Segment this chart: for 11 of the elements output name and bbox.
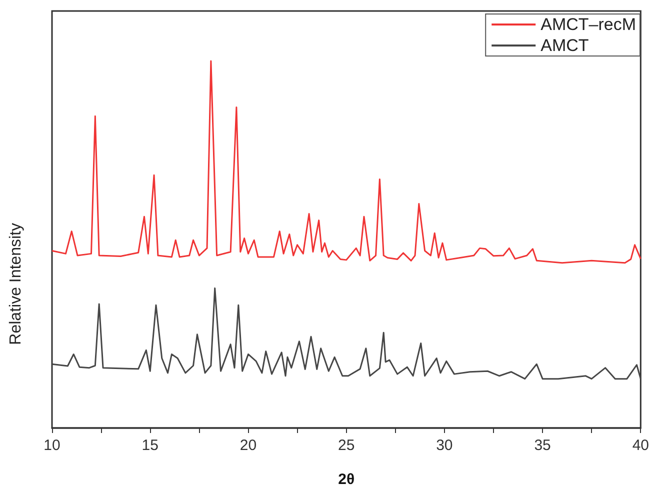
x-tick-label: 20	[240, 437, 257, 454]
x-tick-label: 30	[436, 437, 453, 454]
legend-label: AMCT–recM	[540, 15, 636, 34]
x-tick-label: 40	[632, 437, 649, 454]
legend-label: AMCT	[540, 36, 589, 55]
x-tick-label: 10	[44, 437, 60, 454]
y-axis-title: Relative Intensity	[8, 222, 24, 345]
x-axis-title: 2θ	[338, 471, 355, 488]
x-tick-label: 35	[534, 437, 551, 454]
x-tick-label: 25	[338, 437, 355, 454]
x-tick-label: 15	[142, 437, 158, 454]
